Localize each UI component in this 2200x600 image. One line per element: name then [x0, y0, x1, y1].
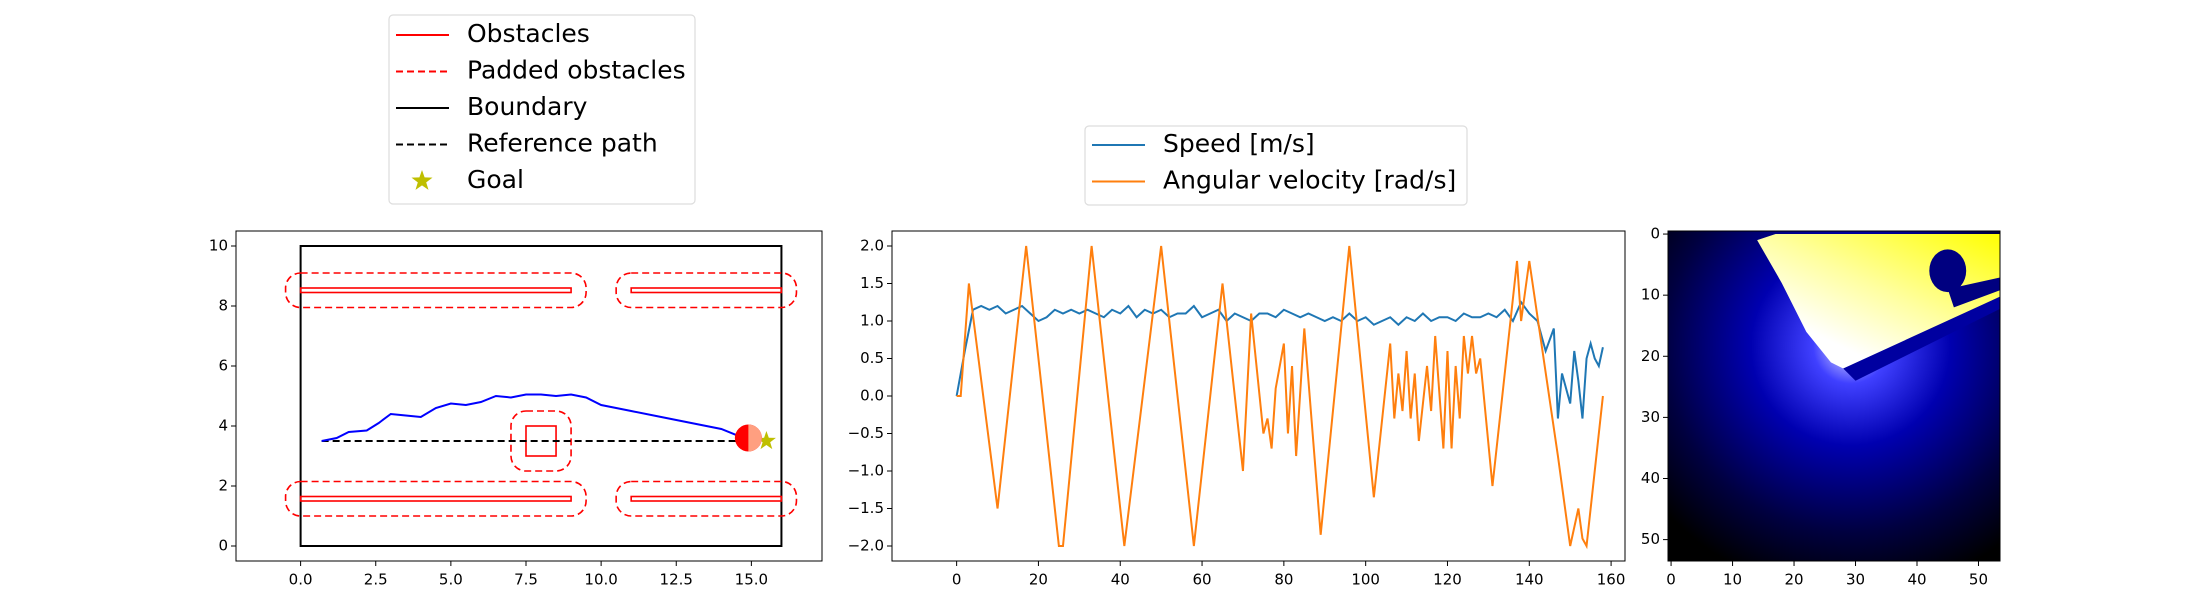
legend-label: Reference path: [467, 129, 658, 158]
axes-frame: [891, 230, 1626, 562]
x-tick-label: 10: [1723, 571, 1742, 589]
x-tick-label: 0: [952, 571, 962, 589]
trajectory: [321, 393, 749, 442]
y-tick-label: 8: [218, 297, 228, 315]
padded-obstacle: [284, 272, 587, 309]
obstacle: [630, 495, 783, 502]
y-tick-label: 20: [1641, 347, 1660, 365]
x-tick-label: 160: [1597, 571, 1626, 589]
y-tick-label: −0.5: [848, 424, 884, 442]
padded-obstacle: [615, 480, 798, 517]
boundary: [299, 245, 783, 547]
robot-heading: [748, 424, 762, 452]
y-tick-label: 0: [218, 537, 228, 555]
heatmap-image: [1668, 231, 2000, 561]
obstacle: [299, 495, 572, 502]
legend-label: Angular velocity [rad/s]: [1163, 166, 1456, 195]
x-tick-label: 10.0: [584, 571, 617, 589]
y-tick-label: 1.5: [860, 274, 884, 292]
legend-label: Goal: [467, 165, 524, 194]
obstacle: [630, 287, 783, 294]
x-tick-label: 60: [1193, 571, 1212, 589]
padded-obstacle: [284, 480, 587, 517]
axes-frame: [235, 230, 823, 562]
x-tick-label: 40: [1111, 571, 1130, 589]
y-tick-label: −1.5: [848, 499, 884, 517]
x-tick-label: 15.0: [735, 571, 768, 589]
axes-frame: [1667, 230, 2001, 562]
legend-label: Boundary: [467, 92, 588, 121]
x-tick-label: 80: [1274, 571, 1293, 589]
y-tick-label: 0.0: [860, 387, 884, 405]
series-line: [955, 300, 1604, 419]
y-tick-label: 0.5: [860, 349, 884, 367]
y-tick-label: 10: [209, 237, 228, 255]
obstacle: [299, 287, 572, 294]
y-tick-label: 50: [1641, 530, 1660, 548]
legend-box: [388, 14, 696, 205]
x-tick-label: 140: [1515, 571, 1544, 589]
x-tick-label: 0: [1666, 571, 1676, 589]
y-tick-label: −1.0: [848, 462, 884, 480]
legend-marker: [411, 170, 433, 190]
x-tick-label: 20: [1029, 571, 1048, 589]
y-tick-label: 6: [218, 357, 228, 375]
legend-label: Speed [m/s]: [1163, 129, 1315, 158]
y-tick-label: 2.0: [860, 237, 884, 255]
y-tick-label: 10: [1641, 286, 1660, 304]
x-tick-label: 50: [1969, 571, 1988, 589]
legend-box: [1084, 125, 1468, 206]
x-tick-label: 100: [1351, 571, 1380, 589]
x-tick-label: 5.0: [439, 571, 463, 589]
x-tick-label: 20: [1784, 571, 1803, 589]
x-tick-label: 40: [1907, 571, 1926, 589]
y-tick-label: 1.0: [860, 312, 884, 330]
goal: [756, 431, 776, 450]
y-tick-label: 40: [1641, 469, 1660, 487]
x-tick-label: 30: [1846, 571, 1865, 589]
y-tick-label: 2: [218, 477, 228, 495]
series-line: [956, 245, 1604, 550]
x-tick-label: 12.5: [660, 571, 693, 589]
y-tick-label: 4: [218, 417, 228, 435]
x-tick-label: 2.5: [364, 571, 388, 589]
y-tick-label: 30: [1641, 408, 1660, 426]
y-tick-label: 0: [1650, 225, 1660, 243]
legend-label: Padded obstacles: [467, 56, 686, 85]
y-tick-label: −2.0: [848, 537, 884, 555]
legend-label: Obstacles: [467, 19, 590, 48]
x-tick-label: 0.0: [289, 571, 313, 589]
obstacle: [525, 425, 557, 457]
padded-obstacle: [615, 272, 798, 309]
x-tick-label: 7.5: [514, 571, 538, 589]
padded-obstacle: [510, 410, 572, 472]
x-tick-label: 120: [1433, 571, 1462, 589]
